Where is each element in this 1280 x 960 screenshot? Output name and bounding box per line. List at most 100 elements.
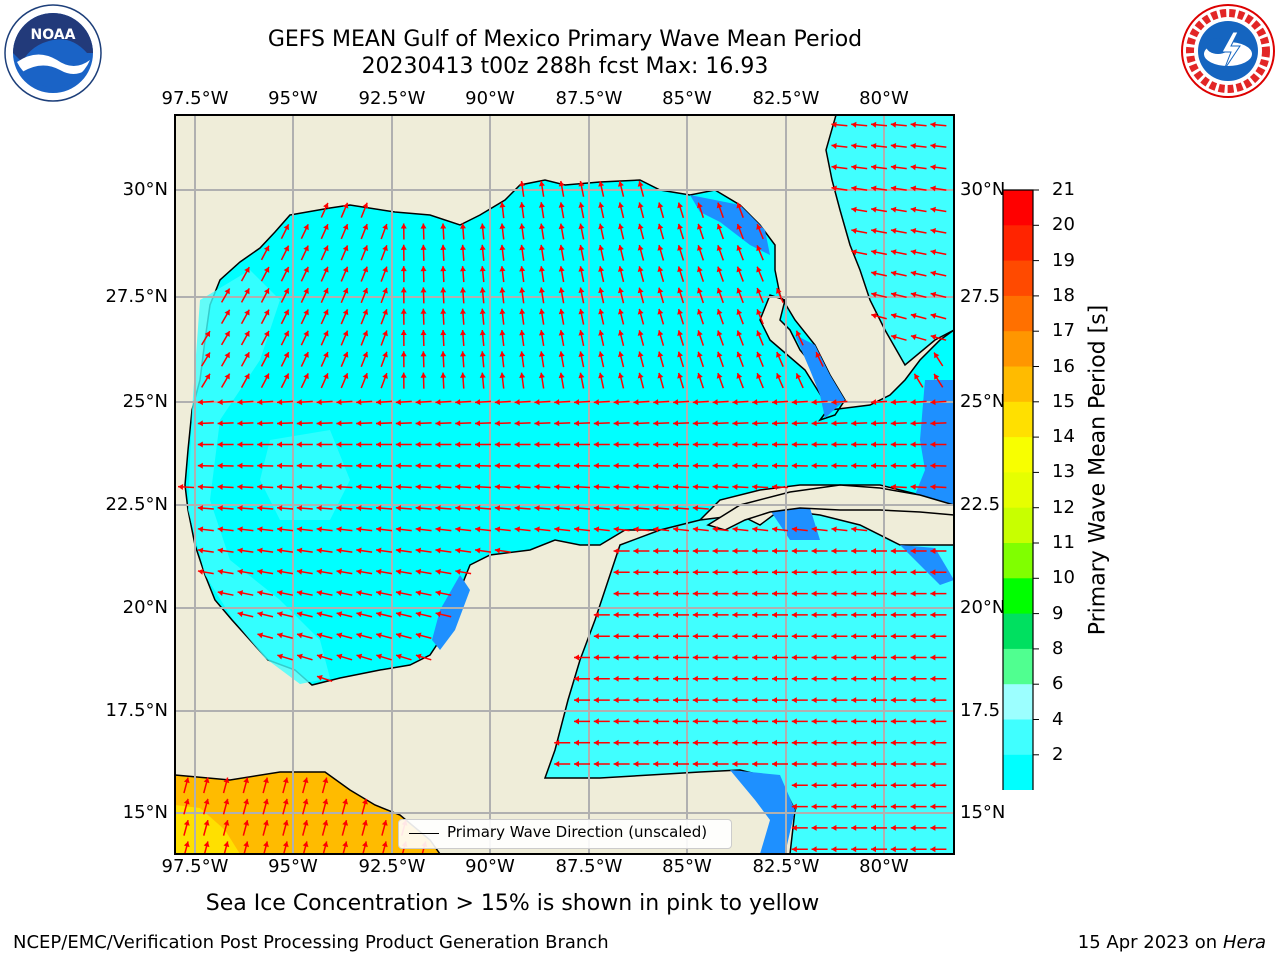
wave-arrow bbox=[930, 334, 947, 341]
wave-arrow bbox=[890, 420, 907, 427]
wave-arrow bbox=[554, 739, 571, 746]
wave-arrow bbox=[791, 462, 808, 469]
atlantic-water bbox=[825, 115, 954, 367]
wave-arrow bbox=[280, 287, 290, 303]
wave-arrow bbox=[831, 718, 848, 725]
wave-arrow bbox=[776, 351, 784, 367]
wave-arrow bbox=[930, 142, 947, 149]
wave-arrow bbox=[890, 846, 907, 853]
wave-arrow bbox=[752, 399, 769, 406]
wave-arrow bbox=[930, 803, 947, 810]
wave-arrow bbox=[692, 739, 709, 746]
wave-arrow bbox=[633, 526, 650, 533]
wave-arrow bbox=[593, 633, 610, 640]
wave-arrow bbox=[474, 547, 492, 554]
wave-arrow bbox=[692, 420, 709, 427]
wave-arrow bbox=[657, 308, 665, 325]
latitude-label: 25°N bbox=[960, 391, 1006, 412]
gulf-water bbox=[184, 179, 954, 686]
wave-arrow bbox=[459, 372, 466, 389]
colorbar-tick-label: 9 bbox=[1052, 602, 1064, 624]
wave-arrow bbox=[653, 739, 670, 746]
wave-arrow bbox=[276, 568, 294, 575]
latitude-label: 20°N bbox=[960, 597, 1006, 618]
wave-arrow bbox=[811, 803, 828, 810]
wave-arrow bbox=[296, 462, 313, 469]
wave-arrow bbox=[320, 351, 329, 367]
wave-arrow bbox=[712, 590, 729, 597]
wave-arrow bbox=[617, 180, 625, 197]
latitude-label: 27.5°N bbox=[105, 286, 168, 307]
wave-arrow bbox=[459, 266, 466, 283]
wave-arrow bbox=[910, 249, 927, 256]
wave-arrow bbox=[831, 824, 848, 831]
wave-arrow bbox=[336, 462, 353, 469]
wave-arrow bbox=[573, 399, 591, 406]
wave-arrow bbox=[340, 245, 349, 261]
wave-arrow bbox=[558, 223, 565, 240]
wave-arrow bbox=[930, 483, 947, 490]
wave-arrow bbox=[633, 590, 650, 597]
legend-line-swatch bbox=[409, 833, 439, 834]
wave-arrow bbox=[871, 249, 887, 256]
wave-arrow bbox=[930, 121, 947, 128]
wave-arrow bbox=[593, 654, 610, 661]
wave-arrow bbox=[340, 287, 349, 304]
wave-arrow bbox=[712, 675, 729, 682]
wave-arrow bbox=[910, 803, 927, 810]
wave-arrow bbox=[455, 547, 472, 554]
wave-arrow bbox=[930, 462, 947, 469]
wave-arrow bbox=[593, 718, 610, 725]
wave-arrow bbox=[831, 164, 848, 171]
wave-arrow bbox=[697, 244, 705, 261]
wave-arrow bbox=[811, 462, 828, 469]
colorbar-tick-label: 18 bbox=[1052, 284, 1075, 306]
wave-arrow bbox=[260, 330, 270, 346]
wave-arrow bbox=[360, 330, 369, 346]
wave-arrow bbox=[455, 462, 472, 469]
wave-arrow bbox=[697, 223, 705, 240]
wave-arrow bbox=[930, 228, 947, 234]
wave-arrow bbox=[598, 180, 605, 197]
wave-arrow bbox=[851, 206, 868, 213]
wave-arrow bbox=[302, 777, 309, 794]
wave-arrow bbox=[375, 399, 393, 406]
wave-arrow bbox=[910, 441, 927, 448]
wave-arrow bbox=[197, 505, 214, 512]
wave-arrow bbox=[930, 420, 947, 427]
wave-arrow bbox=[420, 308, 427, 325]
wave-arrow bbox=[573, 483, 591, 490]
wave-arrow bbox=[930, 611, 947, 618]
cuba-island bbox=[706, 484, 954, 531]
wave-arrow bbox=[890, 697, 907, 704]
latitude-label: 30°N bbox=[122, 179, 168, 200]
national-weather-service-logo bbox=[1181, 4, 1275, 98]
wave-arrow bbox=[613, 505, 630, 512]
wave-arrow bbox=[435, 547, 452, 554]
wave-arrow bbox=[871, 569, 887, 576]
wave-arrow bbox=[302, 819, 309, 836]
wave-arrow bbox=[257, 547, 274, 554]
wave-arrow bbox=[716, 372, 724, 389]
wave-arrow bbox=[260, 266, 270, 282]
wave-arrow bbox=[890, 270, 907, 277]
wave-arrow bbox=[598, 372, 605, 389]
wave-arrow bbox=[752, 675, 769, 682]
wave-arrow bbox=[890, 185, 907, 192]
wave-arrow bbox=[395, 653, 412, 661]
wave-arrow bbox=[851, 846, 868, 853]
wave-arrow bbox=[282, 777, 289, 794]
wave-arrow bbox=[573, 462, 591, 469]
wave-arrow bbox=[672, 483, 690, 490]
wave-arrow bbox=[558, 287, 565, 304]
wave-arrow bbox=[831, 846, 848, 853]
wave-arrow bbox=[598, 330, 605, 346]
wave-arrow bbox=[300, 287, 309, 303]
wave-arrow bbox=[851, 526, 868, 533]
wave-arrow bbox=[653, 675, 670, 682]
wave-arrow bbox=[554, 462, 571, 469]
wave-arrow bbox=[375, 568, 393, 575]
wave-arrow bbox=[870, 462, 888, 469]
wave-arrow bbox=[677, 244, 685, 261]
wave-arrow bbox=[242, 819, 250, 836]
